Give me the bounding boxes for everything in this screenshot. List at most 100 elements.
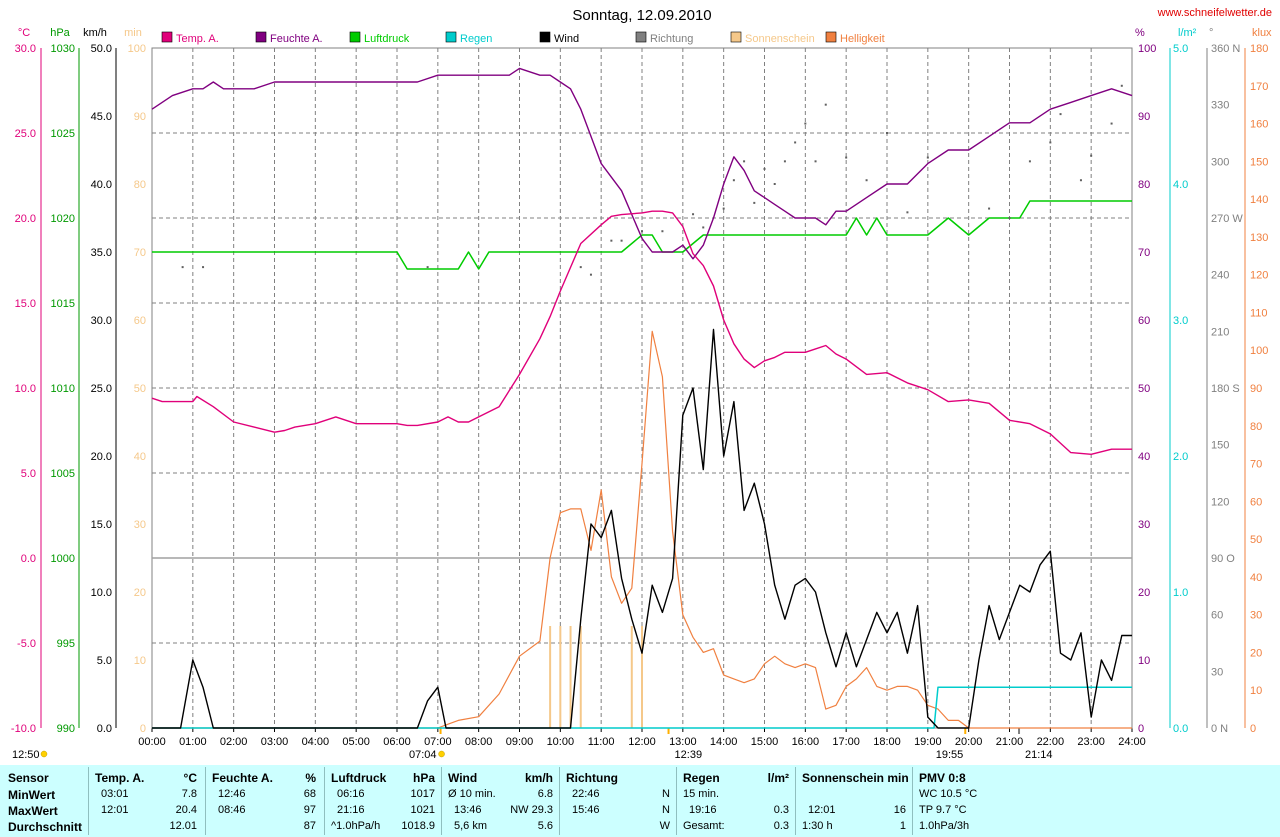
direction-axis-label: 360 N [1211, 43, 1240, 55]
pressure-axis-label: 1000 [51, 553, 75, 565]
rain-line [152, 686, 1132, 729]
stats-pressure-unit: hPa [412, 771, 435, 785]
stats-wind-avg10-label: Ø 10 min. [448, 788, 496, 800]
legend-swatch [255, 31, 267, 43]
humidity-axis-label: 100 [1138, 43, 1156, 55]
brightness-axis-label: 70 [1250, 459, 1262, 471]
humidity-axis-label: 50 [1138, 383, 1150, 395]
legend-swatch [349, 31, 361, 43]
legend-swatch [825, 31, 837, 43]
humidity-axis-label: 40 [1138, 451, 1150, 463]
rain-axis-label: 3.0 [1173, 315, 1188, 327]
direction-point [692, 213, 695, 216]
time-tick-label: 13:00 [669, 736, 697, 748]
direction-axis-label: 90 O [1211, 553, 1235, 565]
pressure-axis-label: 1005 [51, 468, 75, 480]
stats-wind-max-value: NW 29.3 [510, 804, 553, 816]
temp-axis-label: 5.0 [21, 468, 36, 480]
time-tick-label: 20:00 [955, 736, 983, 748]
direction-axis-label: 0 N [1211, 723, 1228, 735]
sunshine-axis-label: 90 [134, 111, 146, 123]
stats-direction-max-value: N [662, 804, 670, 816]
brightness-axis-label: 20 [1250, 647, 1262, 659]
humidity-axis-label: 70 [1138, 247, 1150, 259]
wind-axis-label: 15.0 [91, 519, 112, 531]
direction-point [1120, 84, 1123, 87]
time-tick-label: 22:00 [1037, 736, 1065, 748]
legend-label: Sonnenschein [745, 33, 815, 45]
wind-axis-label: 40.0 [91, 179, 112, 191]
direction-axis-label: 150 [1211, 440, 1229, 452]
stats-temp-min-time: 03:01 [101, 788, 129, 800]
time-tick-label: 14:00 [710, 736, 738, 748]
rain-axis-label: 1.0 [1173, 587, 1188, 599]
brightness-axis-unit: klux [1252, 27, 1272, 39]
direction-point [1079, 179, 1082, 182]
legend-swatch [161, 31, 173, 43]
legend-label: Richtung [650, 33, 693, 45]
sunset-time: 19:55 [936, 749, 964, 761]
stats-pressure-header: Luftdruck [331, 771, 387, 785]
weather-chart: 00:00 01:00 02:00 03:00 04:00 05:00 06:00 07:00… [11, 7, 1272, 761]
time-tick-label: 23:00 [1077, 736, 1105, 748]
stats-temp-min-value: 7.8 [181, 788, 197, 800]
stats-pressure-trend: ^1.0hPa/h [331, 820, 381, 832]
brightness-axis-label: 160 [1250, 119, 1268, 131]
time-tick-label: 07:00 [424, 736, 452, 748]
pressure-axis-label: 1020 [51, 213, 75, 225]
time-tick-label: 10:00 [547, 736, 575, 748]
stats-humidity-avg-value: 87 [303, 820, 316, 832]
legend-label: Feuchte A. [270, 33, 323, 45]
stats-wind-max-time: 13:46 [454, 804, 482, 816]
time-tick-label: 00:00 [138, 736, 166, 748]
wind-axis-label: 25.0 [91, 383, 112, 395]
direction-point [824, 103, 827, 106]
legend-swatch [445, 31, 457, 43]
humidity-axis-label: 60 [1138, 315, 1150, 327]
time-tick-label: 09:00 [506, 736, 534, 748]
legend-label: Regen [460, 33, 492, 45]
pressure-axis-label: 1010 [51, 383, 75, 395]
brightness-axis-label: 0 [1250, 723, 1256, 735]
direction-point [1110, 122, 1113, 125]
legend-label: Temp. A. [176, 33, 219, 45]
humidity-line [151, 67, 1133, 260]
stats-rain-interval: 15 min. [683, 788, 720, 800]
time-tick-label: 05:00 [342, 736, 370, 748]
direction-point [783, 160, 786, 163]
rain-axis-label: 5.0 [1173, 43, 1188, 55]
stats-wind-distance: 5,6 km [454, 820, 488, 832]
stats-temp-unit: °C [183, 771, 197, 785]
direction-point [1028, 160, 1031, 163]
stats-sensor-header: Sensor [8, 771, 49, 785]
stats-sunshine-max-value: 16 [893, 804, 906, 816]
direction-axis-label: 60 [1211, 610, 1223, 622]
pressure-line [152, 200, 1132, 270]
temp-line [151, 210, 1132, 455]
rain-axis-label: 0.0 [1173, 723, 1188, 735]
time-tick-label: 21:00 [996, 736, 1024, 748]
stats-pmv-dewpoint: TP 9.7 °C [919, 804, 967, 816]
direction-point [620, 239, 623, 242]
direction-point [886, 132, 888, 134]
stats-rain-max-time: 19:16 [689, 804, 717, 816]
temp-axis-label: 30.0 [15, 43, 36, 55]
direction-point [610, 239, 613, 242]
rain-axis-label: 4.0 [1173, 179, 1188, 191]
temp-axis-label: 20.0 [15, 213, 36, 225]
brightness-axis-label: 150 [1250, 156, 1268, 168]
stats-humidity-unit: % [305, 771, 316, 785]
direction-point [763, 167, 766, 170]
pressure-axis-label: 1015 [51, 298, 75, 310]
direction-axis-label: 240 [1211, 270, 1229, 282]
wind-axis-label: 10.0 [91, 587, 112, 599]
site-url[interactable]: www.schneifelwetter.de [1157, 7, 1272, 19]
time-tick-label: 15:00 [751, 736, 779, 748]
humidity-axis-label: 20 [1138, 587, 1150, 599]
direction-point [702, 226, 705, 229]
moonset-time: 21:14 [1025, 749, 1053, 761]
stats-pressure-max-value: 1021 [410, 804, 435, 816]
direction-point [814, 160, 817, 163]
time-tick-label: 03:00 [261, 736, 289, 748]
brightness-axis-label: 180 [1250, 43, 1268, 55]
